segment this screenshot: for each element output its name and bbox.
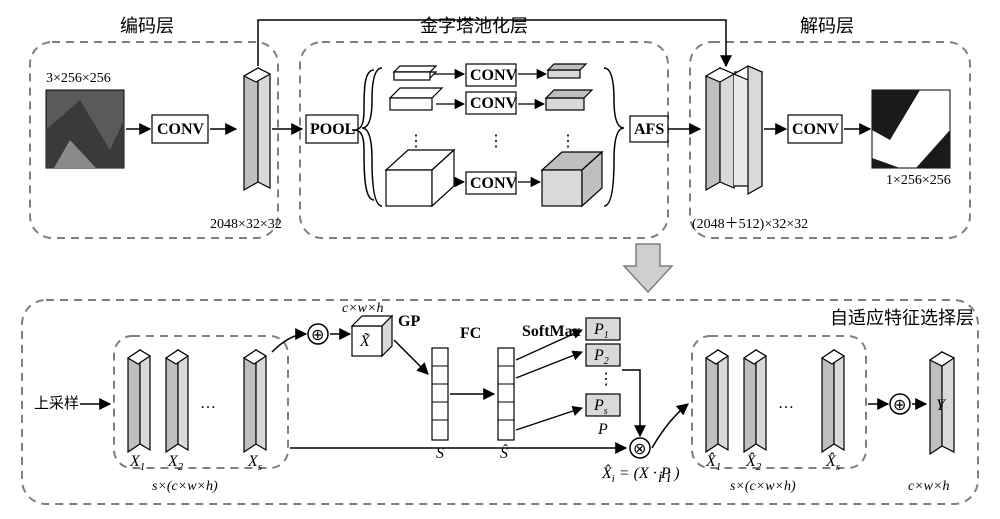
arrow — [516, 408, 582, 430]
arrow — [394, 340, 428, 374]
xh1-label: X̂1 — [705, 451, 721, 473]
afs-label: AFS — [634, 121, 664, 138]
dec-in-dims: (2048＋512)×32×32 — [692, 217, 808, 232]
xtilde-cube — [352, 316, 392, 356]
eq-sub: i i — [658, 469, 671, 486]
s-vector — [432, 348, 448, 440]
gp-label: GP — [398, 313, 420, 330]
vdots2: ⋮ — [488, 133, 504, 150]
conv-label-dec: CONV — [792, 121, 840, 138]
vdots3: ⋮ — [560, 133, 576, 150]
cwh-label: c×w×h — [342, 301, 383, 316]
plus-sym-2: ⊕ — [893, 397, 906, 414]
cwh-label-2: c×w×h — [908, 479, 949, 494]
arrow — [652, 404, 688, 448]
svg-text:CONV: CONV — [470, 67, 518, 84]
enc-out-dims: 2048×32×32 — [210, 217, 282, 232]
x-slabs: … — [128, 350, 266, 452]
fc-label: FC — [460, 325, 481, 342]
pyr-row-2: CONV — [390, 88, 592, 114]
pyramid-title: 金字塔池化层 — [420, 16, 528, 36]
diagram-root: 编码层 3×256×256 CONV 2048×32×32 金字塔池化层 POO… — [0, 0, 1000, 519]
xtilde-label: X̃ — [359, 332, 371, 350]
big-arrow-down — [624, 244, 672, 292]
xs-label: Xs — [247, 453, 262, 473]
pyr-row-1: CONV — [394, 64, 586, 86]
p-boxes: P1 P2 ⋮ Ps — [586, 318, 620, 417]
svg-text:⋮: ⋮ — [598, 371, 614, 388]
pool-label: POOL — [310, 121, 355, 138]
x2-label: X2 — [167, 453, 184, 473]
shat-label: Ŝ — [500, 443, 508, 462]
xhat-slabs: … — [706, 350, 844, 452]
conv-label-1: CONV — [157, 121, 205, 138]
svg-text:CONV: CONV — [470, 95, 518, 112]
xhs-label: X̂s — [825, 451, 840, 473]
scwh-label: s×(c×w×h) — [152, 479, 218, 494]
svg-text:…: … — [200, 395, 216, 412]
out-dims: 1×256×256 — [886, 173, 951, 188]
decoder-slab — [706, 66, 762, 194]
P-label: P — [597, 421, 608, 438]
decoder-title: 解码层 — [800, 16, 854, 36]
encoder-output-slab — [244, 68, 270, 190]
brace-right — [604, 68, 624, 206]
in-dims: 3×256×256 — [46, 71, 111, 86]
scwh2-label: s×(c×w×h) — [730, 479, 796, 494]
x1-label: X1 — [129, 453, 145, 473]
encoder-title: 编码层 — [120, 16, 174, 36]
vdots1: ⋮ — [408, 133, 424, 150]
xh2-label: X̂2 — [745, 451, 762, 473]
svg-text:CONV: CONV — [470, 175, 518, 192]
output-thumbnail — [872, 90, 950, 168]
mult-sym: ⊗ — [633, 441, 646, 458]
upsample-label: 上采样 — [34, 395, 79, 412]
pyr-row-s: CONV — [386, 150, 602, 206]
arrow — [622, 370, 640, 436]
softmax-label: SoftMax — [522, 323, 581, 340]
afs-title: 自适应特征选择层 — [830, 308, 974, 328]
plus-sym: ⊕ — [311, 327, 324, 344]
svg-text:…: … — [778, 395, 794, 412]
shat-vector — [498, 348, 514, 440]
input-thumbnail — [46, 90, 124, 168]
